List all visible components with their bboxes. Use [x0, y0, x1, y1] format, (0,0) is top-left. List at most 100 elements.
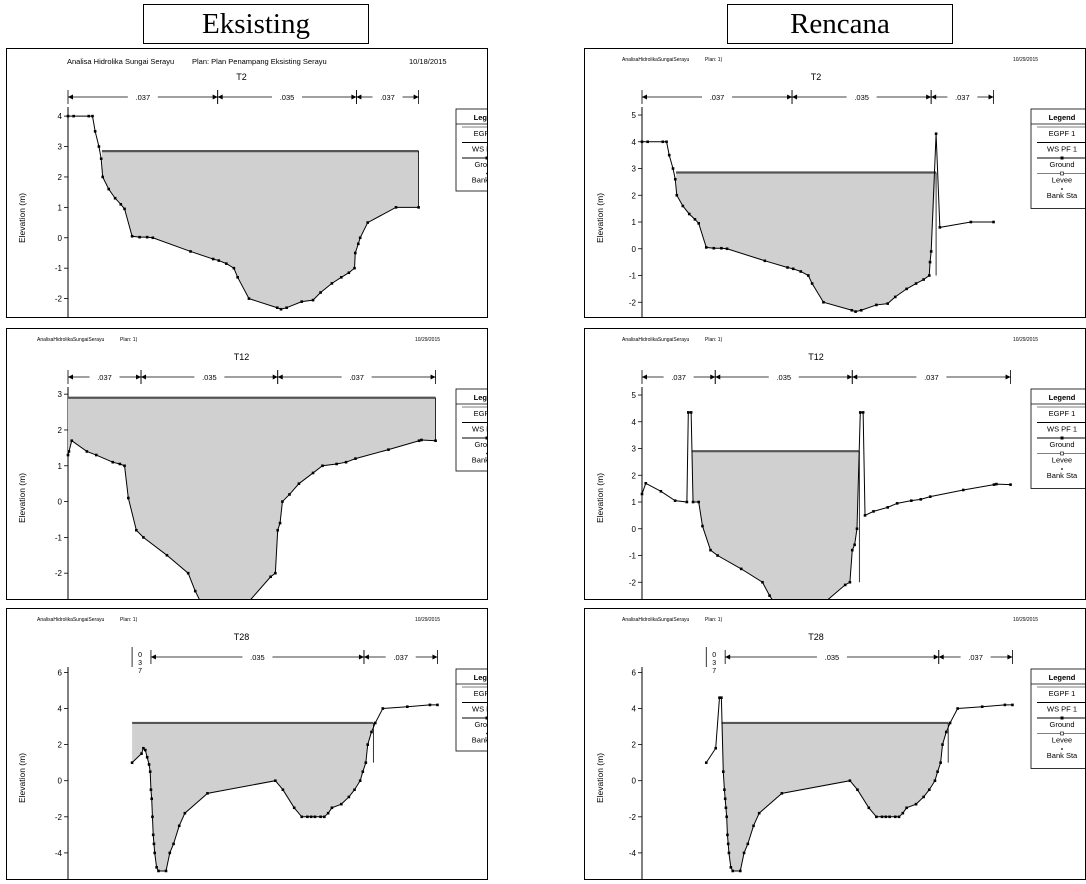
ground-point [720, 246, 723, 250]
ground-point [718, 696, 721, 699]
ground-point [300, 300, 304, 303]
y-axis-label: Elevation (m) [595, 753, 605, 803]
mannings-arrow [272, 374, 278, 380]
ground-point [326, 811, 330, 815]
ground-point [111, 460, 115, 464]
mannings-arrow [413, 94, 419, 100]
ground-point [746, 842, 750, 846]
mannings-arrow [642, 94, 647, 100]
ground-point [843, 583, 847, 587]
header-project: AnalisaHidrolikaSungaiSerayu [622, 617, 689, 623]
y-tick-label: -4 [55, 849, 63, 858]
ground-point [948, 721, 952, 725]
mannings-arrow [926, 94, 932, 100]
y-tick-label: 2 [632, 741, 637, 750]
legend-box [1030, 388, 1086, 489]
ground-point [928, 495, 932, 498]
ground-point [292, 806, 296, 810]
ground-point [356, 242, 360, 246]
ground-point [848, 580, 852, 584]
y-tick-label: 0 [632, 245, 637, 254]
legend-title: Legend [1049, 113, 1076, 122]
water-fill [101, 151, 419, 310]
ground-point [867, 806, 871, 810]
header-rencana: Rencana [727, 4, 953, 44]
mannings-arrow [217, 94, 223, 100]
ground-point [725, 247, 729, 251]
ground-point [709, 548, 712, 552]
ground-point [97, 145, 101, 148]
chart-title: T28 [808, 632, 824, 642]
mannings-arrow [432, 654, 438, 660]
ground-point [726, 842, 730, 846]
y-axis-label: Elevation (m) [595, 193, 605, 243]
ground-point [962, 488, 965, 492]
chart-t2-eksisting: Analisa Hidrolika Sungai Serayu Plan: Pla… [17, 57, 519, 359]
water-fill [676, 172, 937, 312]
ground-point [340, 802, 343, 806]
ground-point [941, 743, 944, 746]
legend-title: Legend [1049, 393, 1076, 402]
legend-label: Ground [1049, 160, 1074, 169]
mannings-label: .035 [776, 373, 791, 382]
header-project: AnalisaHidrolikaSungaiSerayu [37, 337, 104, 343]
y-tick-label: 4 [58, 112, 63, 121]
ground-point [236, 276, 239, 279]
ground-point [309, 815, 313, 819]
ground-point [381, 707, 385, 710]
y-tick-label: -1 [629, 552, 637, 561]
y-tick-label: -1 [55, 533, 63, 542]
ground-point [886, 302, 889, 305]
y-tick-label: -4 [629, 849, 637, 858]
header-plan: Plan: 1) [120, 337, 138, 343]
ground-point [274, 571, 277, 575]
legend-label: Ground [1049, 720, 1074, 729]
legend-label: Ground [474, 160, 487, 169]
ground-point [335, 462, 338, 466]
ground-point [276, 528, 280, 532]
ground-point [101, 175, 104, 179]
ground-point [856, 788, 859, 792]
water-fill [132, 722, 374, 871]
chart-t28-eksisting: AnalisaHidrolikaSungaiSerayu Plan: 1) 10/2… [17, 617, 519, 884]
ground-point [929, 250, 933, 253]
ground-point [107, 187, 111, 191]
ground-point [186, 571, 190, 575]
chart-title: T2 [236, 72, 247, 82]
y-tick-label: 1 [58, 462, 63, 471]
legend-title: Legend [474, 113, 487, 122]
ground-point [145, 235, 149, 239]
y-tick-label: 0 [58, 234, 63, 243]
ground-point [927, 274, 931, 277]
y-tick-label: 2 [58, 173, 63, 182]
ground-point [853, 543, 856, 547]
ground-point [687, 411, 690, 414]
ground-point [928, 260, 932, 264]
y-tick-label: 6 [632, 668, 637, 677]
ground-point [799, 270, 803, 273]
chart-panel-t2-rencana: AnalisaHidrolikaSungaiSerayu Plan: 1) 10/2… [584, 48, 1086, 359]
mannings-arrow [212, 94, 218, 100]
ground-point [936, 770, 939, 773]
ground-point [189, 250, 192, 253]
ground-point [681, 204, 685, 208]
legend-label: WS PF 1 [472, 145, 487, 154]
ground-point [153, 851, 157, 855]
legend-label: Bank Sta [1047, 191, 1078, 200]
ground-point [897, 815, 901, 819]
mannings-arrow [715, 374, 721, 380]
ground-point [306, 815, 309, 819]
legend-label: Bank Sta [472, 456, 487, 465]
ground-point [742, 851, 746, 855]
ground-point [67, 450, 71, 453]
ground-point [697, 500, 700, 504]
ground-point [164, 869, 168, 873]
header-date: 10/29/2015 [415, 337, 440, 343]
ground-point [142, 536, 145, 539]
ground-point [738, 869, 742, 873]
mannings-label: .035 [280, 93, 295, 102]
ground-point [319, 291, 322, 294]
ground-point [992, 220, 995, 224]
ground-point [278, 521, 282, 525]
